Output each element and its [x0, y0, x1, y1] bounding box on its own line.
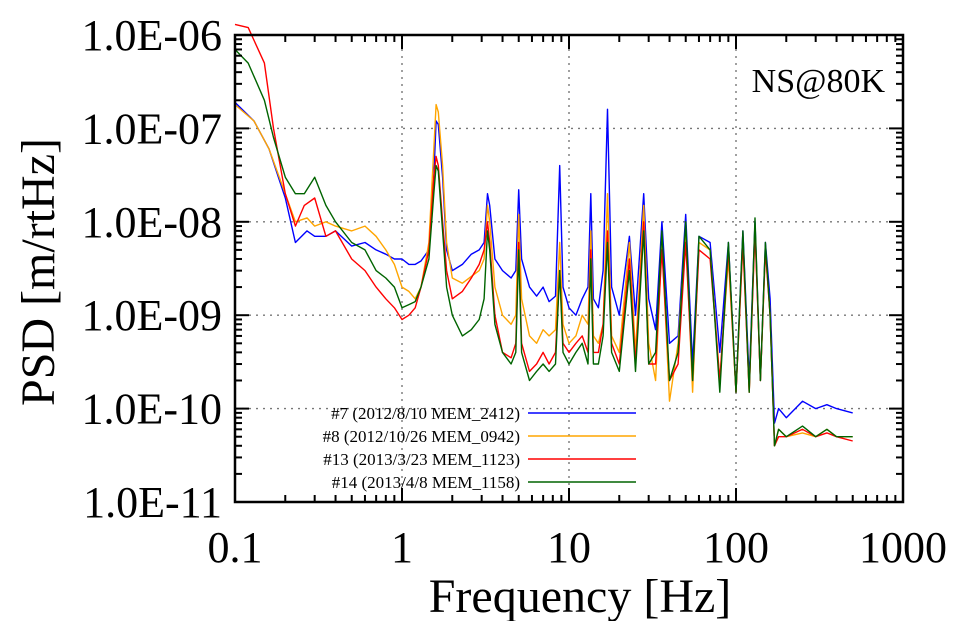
y-tick-label: 1.0E-08	[81, 198, 222, 247]
x-tick-label: 1	[391, 523, 413, 572]
annotation-label: NS@80K	[752, 63, 886, 100]
x-tick-label: 100	[703, 523, 769, 572]
x-tick-label: 10	[547, 523, 591, 572]
x-tick-label: 1000	[859, 523, 947, 572]
y-tick-label: 1.0E-09	[81, 291, 222, 340]
x-axis-title: Frequency [Hz]	[429, 570, 732, 621]
y-tick-label: 1.0E-11	[83, 478, 222, 527]
legend-entry-label: #13 (2013/3/23 MEM_1123)	[323, 450, 520, 469]
y-tick-label: 1.0E-06	[81, 11, 222, 60]
legend-entry-label: #7 (2012/8/10 MEM_2412)	[331, 404, 520, 423]
series-line-1	[235, 105, 853, 446]
y-tick-label: 1.0E-10	[81, 385, 222, 434]
series-line-3	[235, 50, 853, 446]
y-axis-title: PSD [m/rtHz]	[12, 138, 65, 406]
legend-entry-label: #14 (2013/4/8 MEM_1158)	[332, 473, 520, 492]
y-tick-label: 1.0E-07	[81, 104, 222, 153]
legend: #7 (2012/8/10 MEM_2412) #8 (2012/10/26 ME…	[323, 404, 636, 492]
x-tick-label: 0.1	[208, 523, 263, 572]
legend-entry-label: #8 (2012/10/26 MEM_0942)	[323, 427, 520, 446]
